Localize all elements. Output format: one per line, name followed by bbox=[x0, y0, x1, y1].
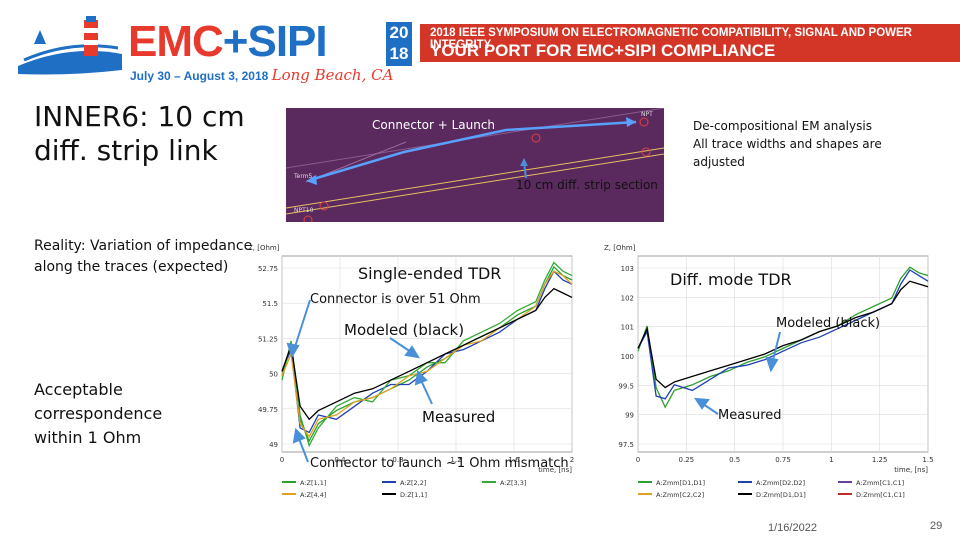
connector-over-label: Connector is over 51 Ohm bbox=[310, 292, 481, 307]
x-tick-label: 0 bbox=[636, 456, 640, 464]
y-tick-label: 51.25 bbox=[258, 335, 278, 343]
y-tick-label: 97.5 bbox=[618, 441, 634, 449]
x-axis-label: time, [ns] bbox=[894, 466, 928, 474]
x-tick-label: 0.75 bbox=[775, 456, 791, 464]
pcb-layout-image: Term5 NPT10 NPT Connector + Launch bbox=[286, 108, 664, 222]
y-axis-label: Z, [Ohm] bbox=[604, 244, 636, 252]
pcb-section-arrow-icon bbox=[520, 158, 528, 179]
modeled-left-label: Modeled (black) bbox=[344, 321, 465, 339]
y-axis-label: Z, [Ohm] bbox=[248, 244, 280, 252]
measured-left-label: Measured bbox=[422, 408, 496, 426]
slide-date: 1/16/2022 bbox=[768, 522, 817, 534]
conference-banner: EMC+SIPI 20 18 July 30 – August 3, 2018 L… bbox=[0, 0, 960, 90]
y-tick-label: 100 bbox=[621, 353, 634, 361]
decomp-line1: De-compositional EM analysis bbox=[693, 119, 872, 133]
y-tick-label: 103 bbox=[621, 265, 634, 273]
reality-note: Reality: Variation of impedance along th… bbox=[34, 238, 253, 275]
diff-tdr-label: Diff. mode TDR bbox=[670, 270, 792, 289]
legend-entry: A:Zmm[C2,C2] bbox=[656, 491, 704, 499]
y-tick-label: 50 bbox=[269, 371, 278, 379]
slide-number: 29 bbox=[930, 520, 943, 532]
y-tick-label: 99.5 bbox=[618, 382, 634, 390]
acceptable-note: Acceptable correspondence within 1 Ohm bbox=[34, 380, 163, 447]
banner-symposium-line: 2018 IEEE SYMPOSIUM ON ELECTROMAGNETIC C… bbox=[430, 27, 912, 51]
y-tick-label: 52.75 bbox=[258, 265, 278, 273]
logo-year: 20 18 bbox=[386, 22, 412, 66]
series-line bbox=[637, 280, 929, 389]
legend-entry: A:Zmm[D2,D2] bbox=[756, 479, 805, 487]
legend-entry: D:Zmm[C1,C1] bbox=[856, 491, 905, 499]
lighthouse-ship-logo-icon bbox=[14, 14, 126, 82]
pcb-traces-drawing: Term5 NPT10 NPT bbox=[286, 108, 664, 222]
svg-text:Term5: Term5 bbox=[293, 173, 313, 180]
svg-text:NPT10: NPT10 bbox=[294, 207, 314, 214]
conference-dates: July 30 – August 3, 2018 Long Beach, CA bbox=[130, 66, 394, 84]
legend-entry: D:Z[1,1] bbox=[400, 491, 427, 499]
y-tick-label: 101 bbox=[621, 324, 634, 332]
measured-right-label: Measured bbox=[718, 408, 782, 423]
x-tick-label: 1.25 bbox=[872, 456, 888, 464]
slide-title: INNER6: 10 cm diff. strip link bbox=[34, 100, 245, 167]
x-tick-label: 0.4 bbox=[334, 456, 346, 464]
plot-area bbox=[281, 255, 573, 453]
legend-entry: A:Zmm[C1,C1] bbox=[856, 479, 904, 487]
logo-wordmark: EMC+SIPI bbox=[128, 17, 328, 66]
series-line bbox=[281, 287, 573, 421]
y-tick-label: 51.5 bbox=[262, 300, 278, 308]
x-tick-label: 0.25 bbox=[679, 456, 695, 464]
x-tick-label: 1.5 bbox=[922, 456, 933, 464]
pcb-section-label: 10 cm diff. strip section bbox=[516, 178, 658, 192]
svg-text:NPT: NPT bbox=[641, 111, 653, 118]
decomp-note: De-compositional EM analysis All trace w… bbox=[693, 117, 933, 171]
y-tick-label: 102 bbox=[621, 294, 634, 302]
y-tick-label: 49.75 bbox=[258, 406, 278, 414]
x-tick-label: 0.5 bbox=[729, 456, 740, 464]
banner-tagline: YOUR PORT FOR EMC+SIPI COMPLIANCE bbox=[430, 41, 776, 60]
x-tick-label: 2 bbox=[570, 456, 574, 464]
decomp-line2: All trace widths and shapes are adjusted bbox=[693, 137, 882, 169]
diff-mode-tdr-chart: 103 102 101 100 99.5 99 97.50 0.25 0.5 0.75 1 1.25 1… bbox=[604, 244, 934, 499]
single-ended-tdr-chart: 52.75 51.5 51.25 50 49.75 490 0.4 0.8 1.2 1.6 2 Z, … bbox=[248, 244, 574, 499]
banner-red-bar bbox=[420, 24, 960, 62]
x-axis-label: time, [ns] bbox=[538, 466, 572, 474]
legend-entry: D:Zmm[D1,D1] bbox=[756, 491, 806, 499]
x-tick-label: 0.8 bbox=[392, 456, 403, 464]
x-tick-label: 1 bbox=[829, 456, 833, 464]
pcb-connector-label: Connector + Launch bbox=[372, 118, 496, 132]
mismatch-label: Connector to launch ~1 Ohm mismatch bbox=[310, 456, 569, 471]
legend-entry: A:Zmm[D1,D1] bbox=[656, 479, 705, 487]
series-line bbox=[637, 266, 929, 409]
modeled-right-label: Modeled (black) bbox=[776, 316, 881, 331]
legend-entry: A:Z[3,3] bbox=[500, 479, 526, 487]
series-line bbox=[637, 269, 929, 400]
x-tick-label: 1.6 bbox=[508, 456, 520, 464]
x-tick-label: 0 bbox=[280, 456, 284, 464]
se-tdr-label: Single-ended TDR bbox=[358, 264, 502, 283]
x-tick-label: 1.2 bbox=[450, 456, 461, 464]
legend-entry: A:Z[2,2] bbox=[400, 479, 426, 487]
legend-entry: A:Z[1,1] bbox=[300, 479, 326, 487]
y-tick-label: 49 bbox=[269, 441, 278, 449]
y-tick-label: 99 bbox=[625, 412, 634, 420]
legend-entry: A:Z[4,4] bbox=[300, 491, 326, 499]
